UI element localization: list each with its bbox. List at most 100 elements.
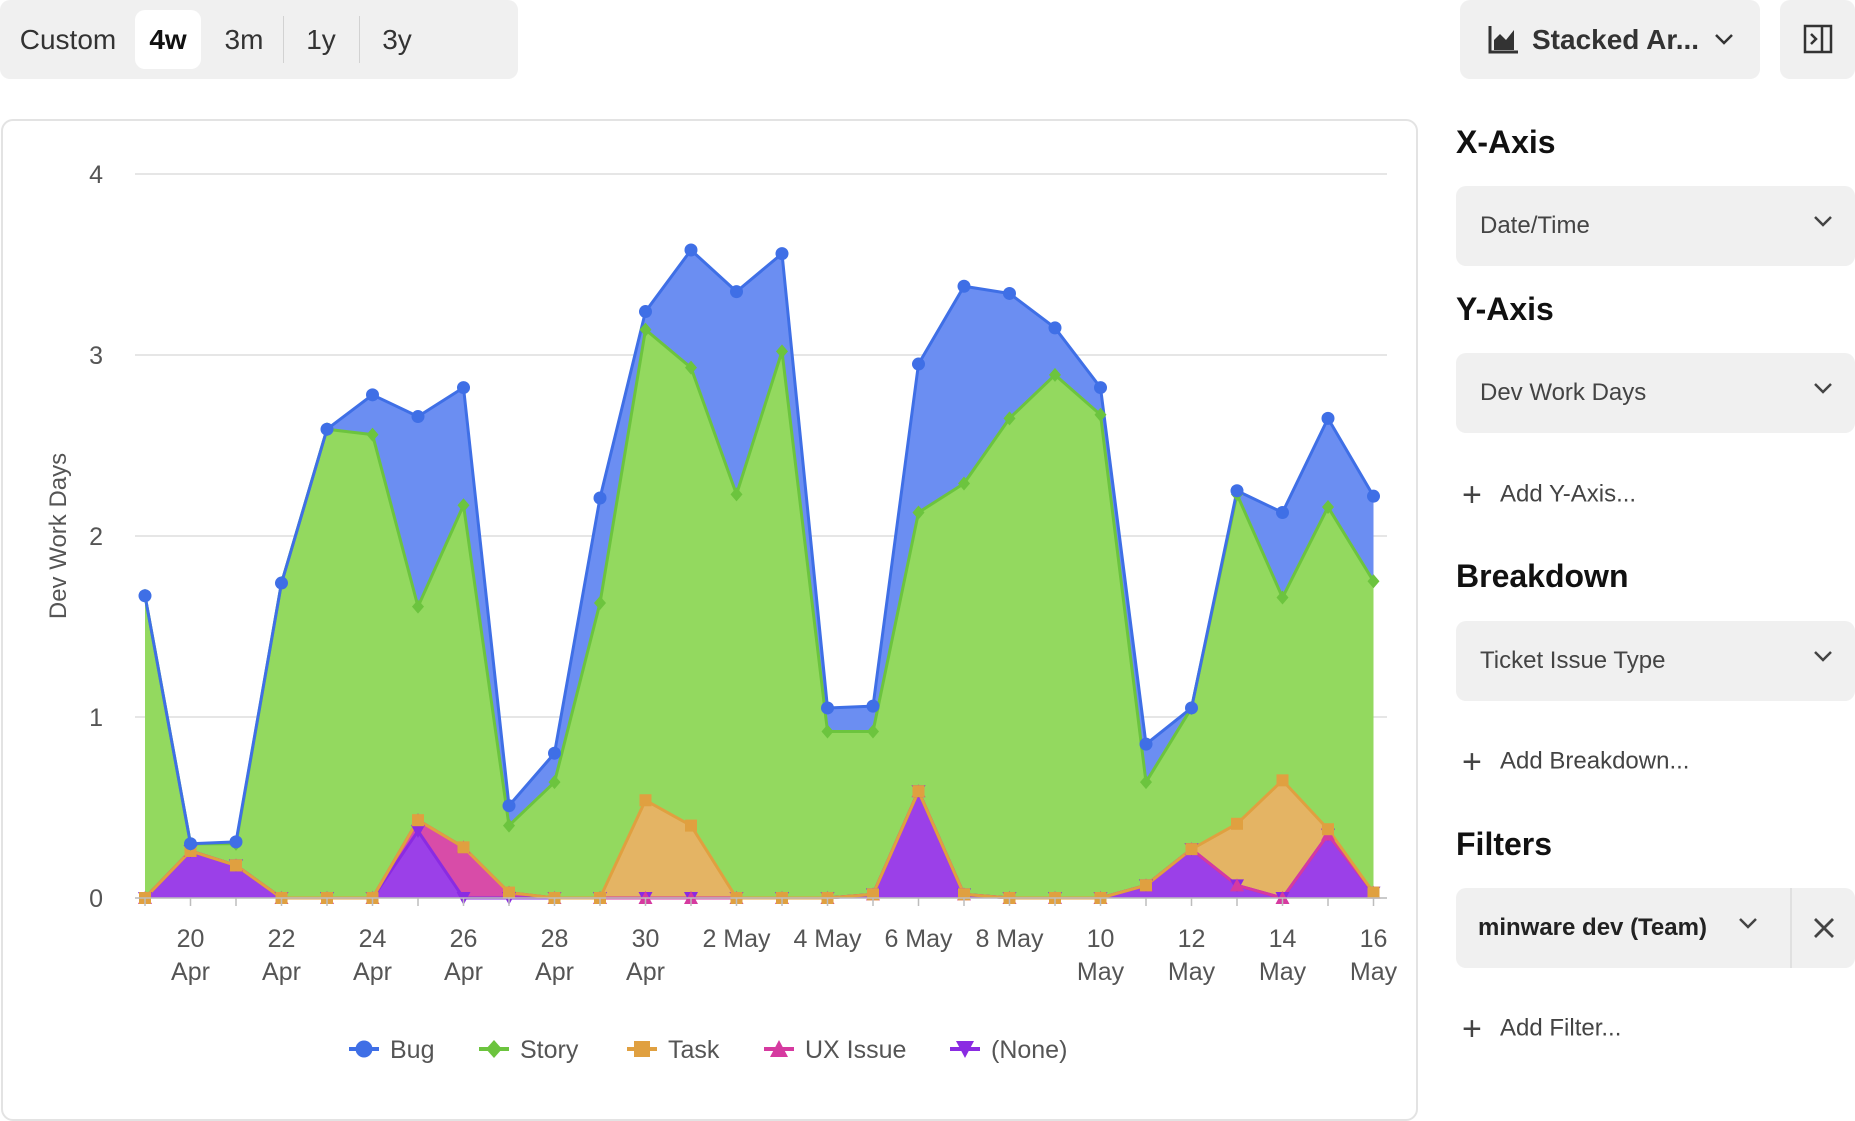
x-tick-label-line: May <box>1077 958 1125 986</box>
data-point-bug <box>275 576 288 590</box>
range-1y-button[interactable]: 1y <box>306 24 336 55</box>
area-bug <box>145 250 1374 844</box>
area-task <box>145 780 1374 898</box>
area-uxissue <box>145 791 1374 898</box>
data-point-story <box>1094 407 1107 422</box>
data-point-task <box>1185 843 1198 856</box>
add-breakdown-button[interactable]: + Add Breakdown... <box>1462 741 1689 781</box>
y-axis-heading: Y-Axis <box>1456 291 1554 327</box>
x-tick-label-line: 28 <box>541 925 569 953</box>
chevron-down-icon <box>1814 651 1832 662</box>
x-tick-label-line: 4 May <box>793 925 862 953</box>
data-point-story <box>1140 775 1152 790</box>
add-filter-label: Add Filter... <box>1500 1014 1622 1042</box>
x-tick-label: 28 Apr <box>535 925 574 986</box>
legend: Bug Story Task UX Issue (None) <box>349 1036 1067 1064</box>
range-4w-button[interactable]: 4w <box>135 10 201 69</box>
breakdown-dropdown[interactable]: Ticket Issue Type <box>1456 621 1855 701</box>
chart-type-dropdown[interactable]: Stacked Ar... <box>1460 0 1760 79</box>
chart-type-label: Stacked Ar... <box>1532 24 1700 55</box>
chevron-down-icon <box>1739 918 1757 929</box>
add-filter-button[interactable]: + Add Filter... <box>1462 1008 1621 1048</box>
breakdown-heading: Breakdown <box>1456 558 1629 594</box>
legend-label: Bug <box>390 1036 434 1064</box>
range-custom-button[interactable]: Custom <box>19 24 117 55</box>
data-point-task <box>230 859 242 872</box>
x-tick-label-line: May <box>1259 958 1307 986</box>
filter-divider <box>1790 888 1792 968</box>
x-tick-label-line: 16 <box>1360 925 1388 953</box>
data-point-bug <box>457 381 470 395</box>
data-point-bug <box>411 410 425 424</box>
data-point-bug <box>1139 737 1153 751</box>
data-point-bug <box>320 422 334 436</box>
data-point-story <box>548 775 561 790</box>
data-point-story <box>1003 411 1016 426</box>
x-tick-label: 10 May <box>1077 925 1125 986</box>
x-tick-label: 22 Apr <box>262 925 301 986</box>
range-divider <box>359 16 360 63</box>
x-tick-label-line: 24 <box>359 925 387 953</box>
data-point-bug <box>684 243 698 257</box>
x-tick-label: 24 Apr <box>353 925 392 986</box>
data-point-bug <box>593 491 607 505</box>
range-3y-button[interactable]: 3y <box>382 24 412 55</box>
x-tick-label-line: 22 <box>268 925 296 953</box>
data-point-bug <box>1230 484 1244 498</box>
add-breakdown-label: Add Breakdown... <box>1500 747 1690 775</box>
x-axis-dropdown[interactable]: Date/Time <box>1456 186 1855 266</box>
data-point-bug <box>821 701 834 715</box>
data-point-story <box>366 427 379 442</box>
data-point-story <box>1049 367 1061 382</box>
x-tick-label: 30 Apr <box>626 925 665 986</box>
data-point-bug <box>138 589 152 603</box>
add-y-axis-button[interactable]: + Add Y-Axis... <box>1462 474 1636 514</box>
x-tick-label-line: May <box>1350 958 1398 986</box>
data-point-bug <box>912 357 925 371</box>
y-tick-label: 4 <box>89 161 103 189</box>
data-point-story <box>730 487 743 502</box>
y-axis-dropdown[interactable]: Dev Work Days <box>1456 353 1855 433</box>
data-point-story <box>867 724 879 739</box>
x-tick-label: 8 May <box>975 925 1044 953</box>
legend-marker <box>634 1041 650 1057</box>
data-point-task <box>1140 879 1152 892</box>
data-point-bug <box>548 746 561 760</box>
data-point-task <box>1367 886 1380 899</box>
y-tick-label: 0 <box>89 885 103 913</box>
chevron-down-icon <box>1715 34 1733 45</box>
plus-icon: + <box>1462 475 1482 514</box>
data-point-bug <box>1276 505 1289 519</box>
legend-marker <box>956 1041 974 1058</box>
x-tick-label-line: 12 <box>1178 925 1206 953</box>
filter-dropdown[interactable]: minware dev (Team) <box>1456 888 1790 968</box>
data-point-bug <box>1185 701 1198 715</box>
areas-group <box>143 248 1375 900</box>
data-point-task <box>503 886 515 899</box>
data-point-story <box>685 360 697 375</box>
x-tick-label-line: Apr <box>444 958 483 986</box>
plus-icon: + <box>1462 1009 1482 1048</box>
range-3m-button[interactable]: 3m <box>224 24 264 55</box>
x-tick-label-line: 10 <box>1087 925 1115 953</box>
data-point-bug <box>502 799 516 813</box>
remove-filter-button[interactable] <box>1792 888 1855 968</box>
x-tick-label-line: Apr <box>262 958 301 986</box>
data-point-bug <box>1048 321 1062 335</box>
data-point-story <box>457 498 470 513</box>
y-axis-value: Dev Work Days <box>1480 379 1647 406</box>
y-tick-label: 2 <box>89 523 103 551</box>
panel-toggle-button[interactable] <box>1780 0 1855 79</box>
data-point-uxissue <box>1230 878 1244 892</box>
data-point-none <box>411 825 425 839</box>
data-point-bug <box>1094 381 1107 395</box>
close-icon <box>1814 918 1834 938</box>
x-tick-label: 12 May <box>1168 925 1216 986</box>
data-point-bug <box>730 285 743 299</box>
area-chart-icon <box>1488 26 1518 54</box>
data-point-story <box>912 505 925 520</box>
data-point-story <box>1276 590 1289 605</box>
x-axis-value: Date/Time <box>1480 212 1590 239</box>
filter-value: minware dev (Team) <box>1478 914 1707 941</box>
